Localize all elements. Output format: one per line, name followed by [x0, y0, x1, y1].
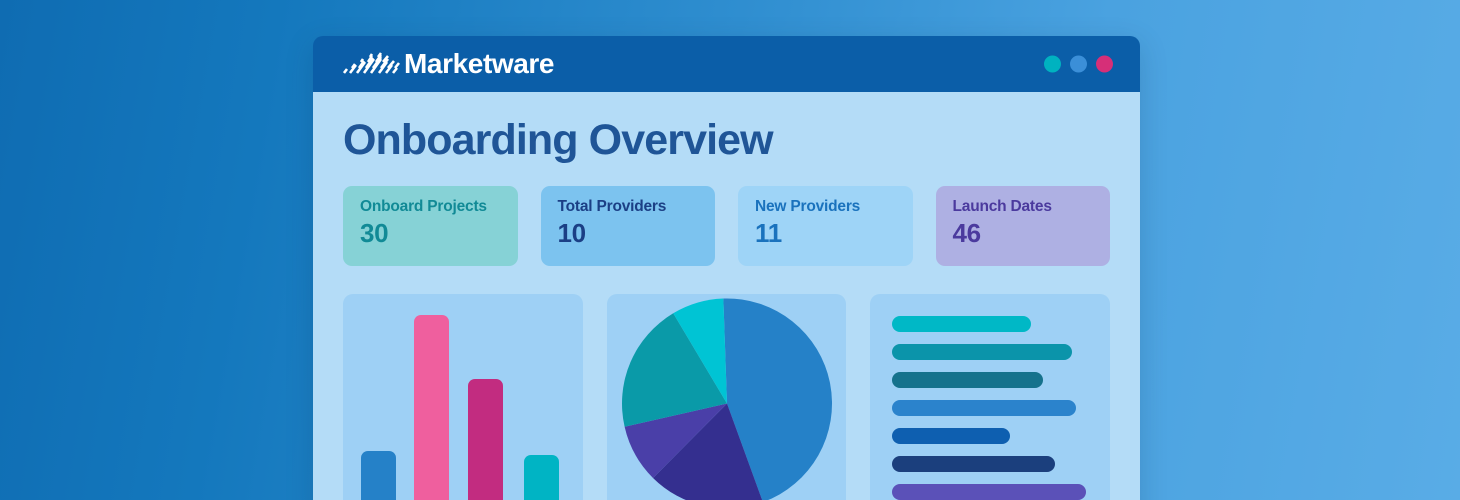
vertical-bar-chart: [343, 294, 583, 500]
kpi-label: Total Providers: [557, 197, 667, 215]
bar-1: [361, 450, 396, 500]
kpi-value: 30: [360, 218, 389, 249]
kpi-card-3[interactable]: New Providers 11: [738, 185, 913, 266]
bar-2: [414, 315, 449, 500]
brand-logo[interactable]: Marketware: [342, 48, 555, 80]
blue-dot[interactable]: [1070, 55, 1087, 73]
pie-slice-4: [621, 312, 727, 427]
hbar-3: [892, 371, 1044, 388]
kpi-label: New Providers: [755, 197, 861, 215]
kpi-card-2[interactable]: Total Providers 10: [540, 185, 715, 266]
brand-name: Marketware: [404, 48, 555, 79]
bar-3: [468, 379, 503, 500]
kpi-value: 46: [952, 218, 982, 249]
hbar-6: [892, 455, 1056, 472]
pie-slice-3: [624, 403, 727, 478]
bar-chart-panel[interactable]: [343, 293, 583, 500]
window-controls: [1044, 55, 1113, 73]
pie-slice-5: [672, 298, 727, 404]
kpi-card-row: Onboard Projects 30 Total Providers 10 New P…: [343, 185, 1110, 266]
app-window: Marketware Onboarding Overview Onboard P…: [313, 36, 1140, 500]
pie-chart: [621, 297, 833, 500]
hbar-5: [892, 427, 1011, 444]
kpi-label: Launch Dates: [952, 197, 1052, 215]
pie-slice-1: [722, 298, 832, 500]
marketware-hatch-logo-icon: [342, 49, 401, 80]
window-title-bar: Marketware: [313, 36, 1140, 92]
hbar-2: [892, 343, 1072, 360]
page-title: Onboarding Overview: [343, 116, 774, 164]
hbar-1: [892, 315, 1031, 332]
pie-chart-panel[interactable]: [606, 293, 847, 500]
pink-dot[interactable]: [1096, 55, 1113, 73]
dashboard-body: Onboarding Overview Onboard Projects 30 To…: [313, 92, 1140, 500]
pie-slice-2: [652, 403, 762, 500]
horizontal-bar-chart: [892, 315, 1096, 500]
kpi-card-4[interactable]: Launch Dates 46: [935, 185, 1110, 266]
hbar-7: [892, 483, 1086, 500]
horizontal-bar-panel[interactable]: [870, 293, 1111, 500]
chart-panel-row: [343, 293, 1111, 500]
bar-4: [524, 454, 559, 500]
kpi-value: 10: [557, 218, 587, 249]
kpi-value: 11: [755, 218, 782, 249]
kpi-card-1[interactable]: Onboard Projects 30: [343, 185, 518, 266]
kpi-label: Onboard Projects: [360, 197, 487, 215]
teal-dot[interactable]: [1044, 55, 1061, 73]
hbar-4: [892, 399, 1076, 416]
